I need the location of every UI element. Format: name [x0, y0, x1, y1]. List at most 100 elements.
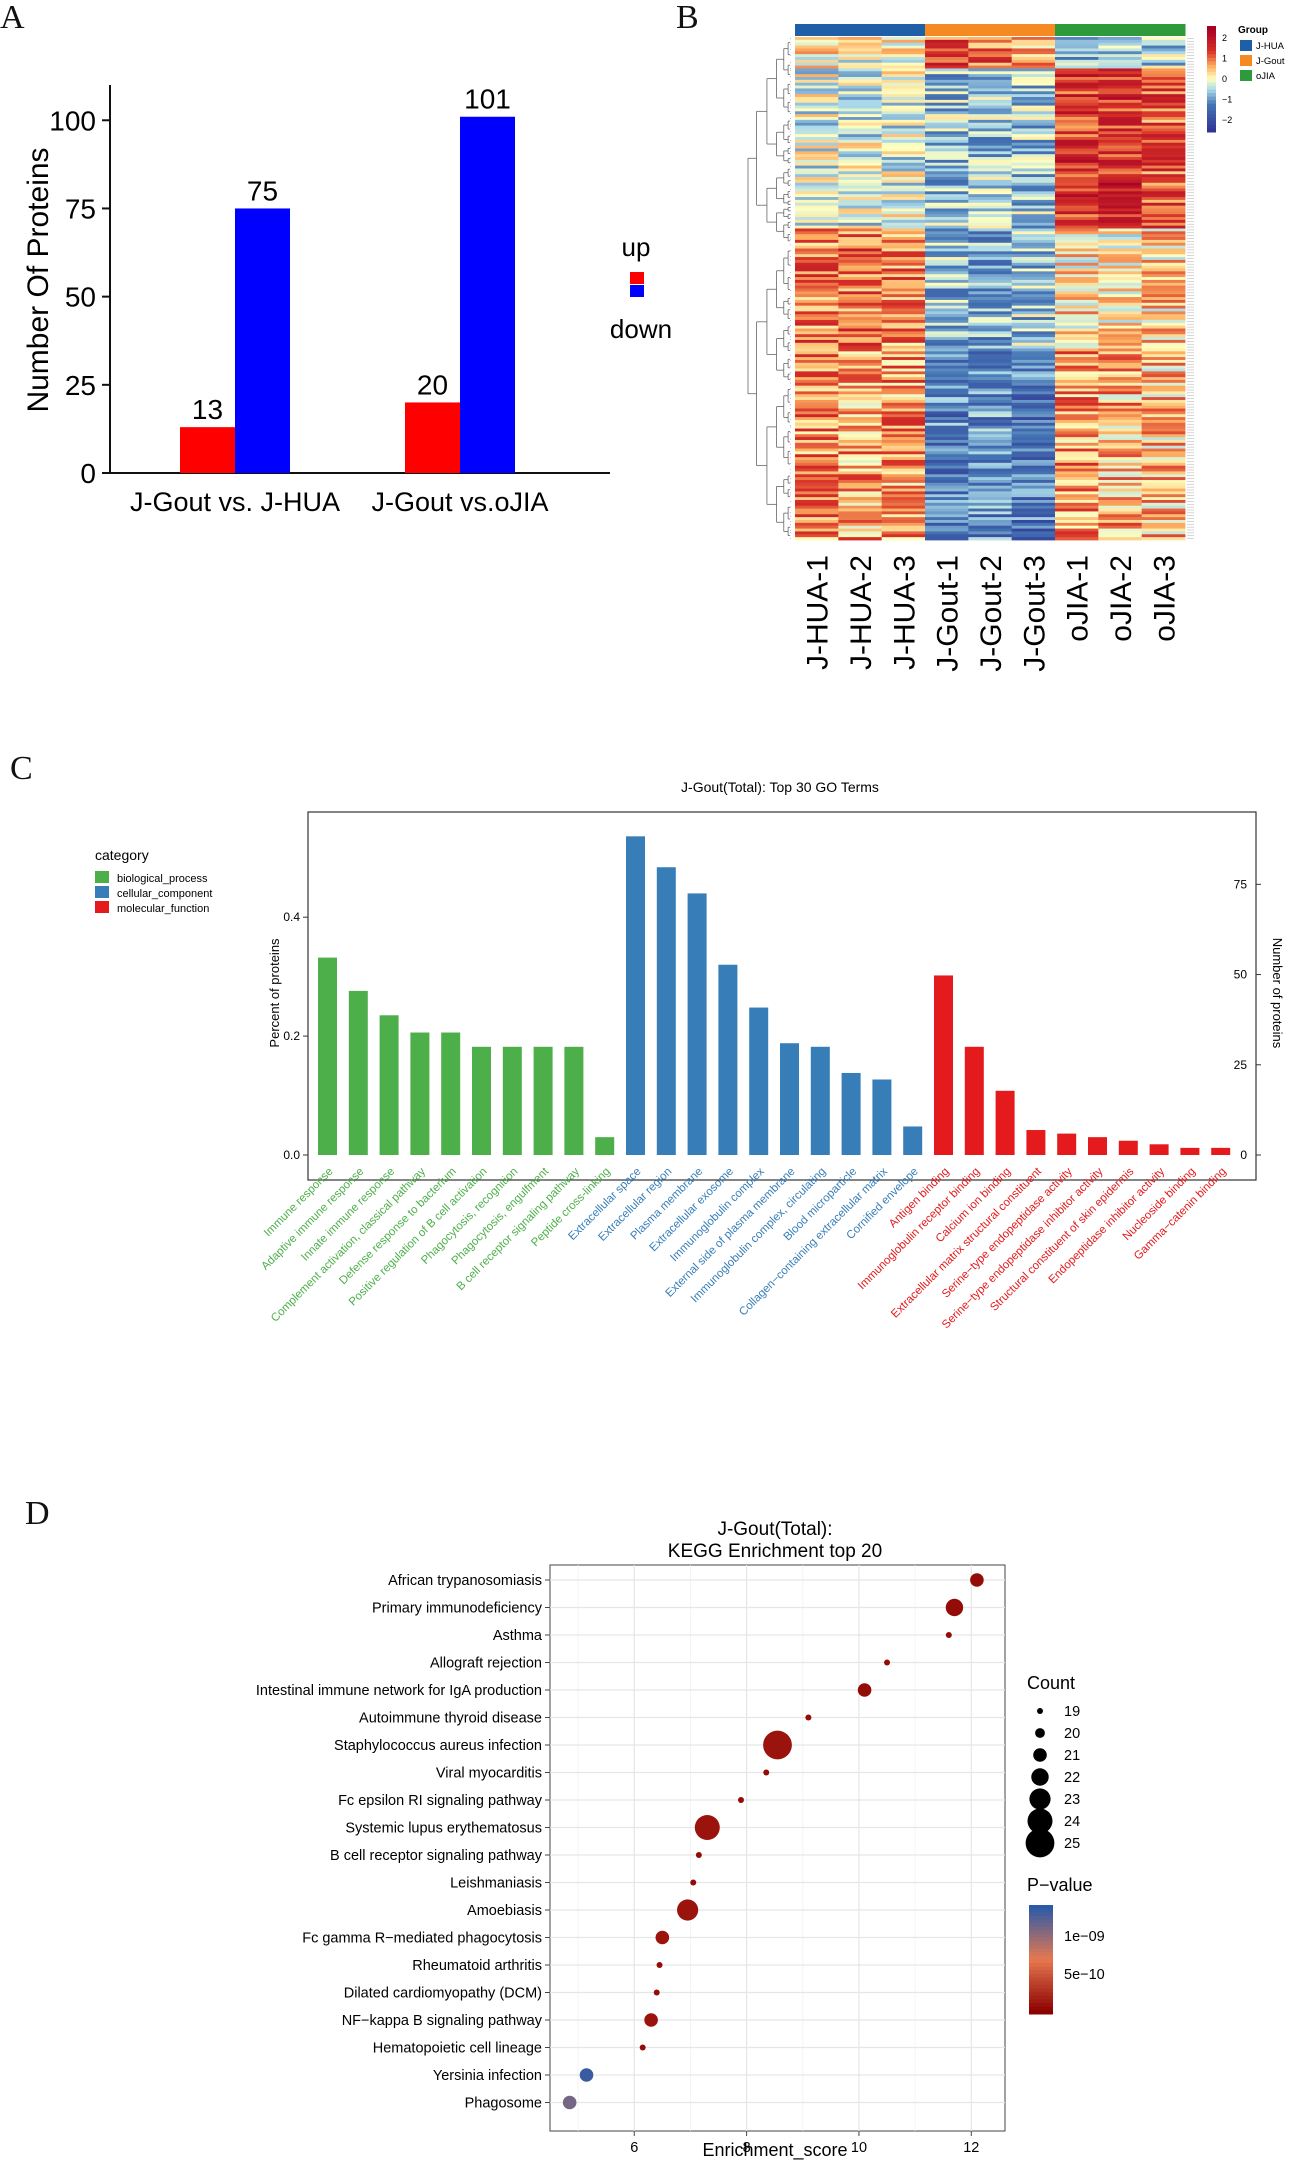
heatmap-cell [925, 319, 969, 324]
heatmap-cell [968, 419, 1013, 424]
heatmap-cell [881, 114, 926, 118]
heatmap-cell [1098, 197, 1143, 201]
heatmap-cell [795, 494, 839, 498]
heatmap-cell [1141, 417, 1186, 421]
x-tick-label: 10 [851, 2140, 867, 2156]
heatmap-cell [881, 239, 926, 244]
heatmap-cell [1098, 114, 1143, 118]
heatmap-cell [1141, 517, 1186, 521]
heatmap-cell [1098, 208, 1143, 212]
heatmap-cell [1011, 159, 1056, 164]
heatmap-cell [838, 331, 883, 335]
go-term-bar [1149, 1144, 1169, 1155]
heatmap-cell [925, 494, 969, 498]
heatmap-cell [881, 431, 926, 435]
heatmap-cell [881, 274, 926, 278]
heatmap-cell [1055, 202, 1099, 207]
heatmap-cell [1011, 191, 1056, 195]
heatmap-cell [1055, 397, 1099, 401]
heatmap-cell [838, 125, 883, 129]
heatmap-cell [881, 148, 926, 152]
heatmap-cell [1141, 68, 1186, 72]
heatmap-cell [1098, 171, 1143, 175]
pvalue-scale-segment [1029, 1952, 1053, 1957]
heatmap-cell [1011, 97, 1056, 101]
heatmap-cell [795, 162, 839, 167]
heatmap-cell [838, 148, 883, 152]
heatmap-cell [925, 417, 969, 421]
heatmap-cell [838, 457, 883, 461]
heatmap-cell [1098, 88, 1143, 92]
heatmap-cell [925, 291, 969, 295]
heatmap-cell [795, 128, 839, 132]
heatmap-cell [1141, 288, 1186, 292]
heatmap-cell [1141, 405, 1186, 409]
heatmap-cell [1011, 268, 1056, 272]
heatmap-cell [1011, 468, 1056, 472]
heatmap-cell [1098, 194, 1143, 198]
heatmap-cell [925, 362, 969, 367]
heatmap-cell [881, 182, 926, 187]
heatmap-cell [838, 228, 883, 232]
heatmap-cell [1141, 294, 1186, 298]
heatmap-cell [1098, 391, 1143, 395]
heatmap-cell [838, 434, 883, 438]
heatmap-cell [1011, 85, 1056, 89]
heatmap-cell [968, 434, 1013, 438]
heatmap-cell [881, 68, 926, 72]
heatmap-cell [1141, 331, 1186, 335]
heatmap-cell [795, 357, 839, 361]
heatmap-cell [1141, 282, 1186, 287]
heatmap-cell [838, 211, 883, 215]
heatmap-cell [881, 514, 926, 518]
heatmap-cell [1055, 279, 1099, 284]
heatmap-cell [881, 528, 926, 532]
heatmap-cell [925, 351, 969, 355]
heatmap-cell [881, 328, 926, 332]
legend-mf-label: molecular_function [117, 903, 209, 915]
enrichment-points [562, 1573, 984, 2110]
heatmap-cell [968, 48, 1013, 52]
heatmap-cell [1011, 142, 1056, 147]
heatmap-cell [1011, 328, 1056, 332]
heatmap-cell [925, 102, 969, 106]
heatmap-cell [881, 222, 926, 227]
heatmap-cell [1141, 354, 1186, 358]
enrichment-point [857, 1683, 872, 1697]
heatmap-cell [1141, 431, 1186, 435]
color-scale-segment [1207, 121, 1216, 126]
heatmap-cell [838, 45, 883, 49]
pvalue-label: 1e−09 [1064, 1929, 1105, 1945]
pathway-label: Phagosome [465, 2096, 542, 2112]
heatmap-cell [1098, 191, 1143, 195]
heatmap-cell [881, 485, 926, 489]
heatmap-cell [1011, 288, 1056, 292]
heatmap-cell [968, 74, 1013, 78]
heatmap-cell [1055, 39, 1099, 44]
heatmap-cell [795, 308, 839, 312]
heatmap-cell [838, 468, 883, 472]
heatmap-cell [1098, 517, 1143, 521]
heatmap-cell [795, 425, 839, 429]
heatmap-cell [881, 351, 926, 355]
heatmap-cell [925, 231, 969, 235]
heatmap-cell [1141, 488, 1186, 492]
panel-d-title: J-Gout(Total): [717, 1519, 832, 1540]
heatmap-cell [881, 522, 926, 527]
heatmap-cell [1098, 179, 1143, 184]
heatmap-cell [838, 168, 883, 172]
heatmap-cell [1055, 325, 1099, 329]
heatmap-cell [925, 251, 969, 255]
heatmap-cell [1098, 502, 1143, 507]
group-annotation-bar [795, 24, 1186, 36]
count-legend-label: 22 [1064, 1770, 1080, 1786]
heatmap-cell [1098, 151, 1143, 155]
heatmap-cell [925, 314, 969, 318]
heatmap-cell [968, 77, 1013, 81]
heatmap-cell [925, 137, 969, 141]
heatmap-cell [1098, 145, 1143, 149]
heatmap-cell [1055, 68, 1099, 72]
heatmap-cell [1141, 297, 1186, 301]
